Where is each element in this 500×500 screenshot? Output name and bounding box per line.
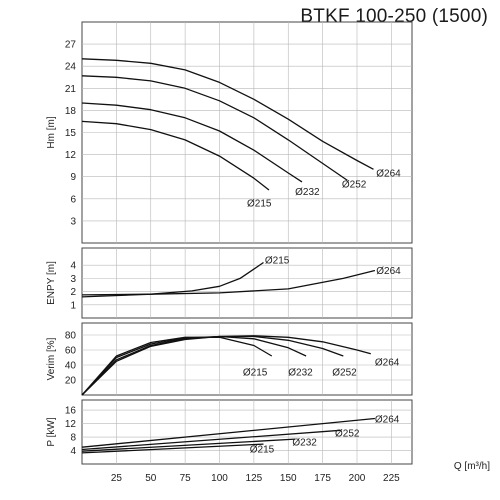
power-curve-d252	[81, 429, 341, 451]
efficiency-curve-d232	[81, 335, 307, 396]
head-y-tick-label: 12	[65, 150, 77, 161]
power-curve-d232	[81, 438, 296, 452]
head-y-tick-label: 3	[70, 216, 76, 227]
npsh-curve-d215	[81, 261, 264, 298]
npsh-curve-label-d264: Ø264	[376, 266, 401, 277]
x-tick-label: 25	[111, 473, 123, 484]
efficiency-curve-label-d232: Ø232	[288, 367, 313, 378]
x-axis-label: Q [m³/h]	[454, 461, 490, 472]
head-curve-d232	[81, 102, 303, 183]
head-y-tick-label: 15	[65, 128, 77, 139]
head-y-tick-label: 27	[65, 40, 77, 51]
efficiency-curve-label-d215: Ø215	[243, 367, 268, 378]
x-tick-label: 50	[145, 473, 157, 484]
x-tick-label: 200	[349, 473, 366, 484]
efficiency-curve-label-d252: Ø252	[332, 367, 357, 378]
x-tick-label: 150	[280, 473, 297, 484]
head-curve-d264	[81, 58, 374, 170]
efficiency-y-tick-label: 60	[65, 346, 77, 357]
head-curve-label-d252: Ø252	[342, 180, 367, 191]
efficiency-curve-label-d264: Ø264	[375, 358, 400, 369]
head-y-tick-label: 18	[65, 106, 77, 117]
power-curve-label-d232: Ø232	[292, 437, 317, 448]
efficiency-y-tick-label: 20	[65, 376, 77, 387]
head-curve-d252	[81, 75, 348, 181]
head-y-tick-label: 21	[65, 84, 77, 95]
x-tick-label: 100	[211, 473, 228, 484]
power-curve-label-d252: Ø252	[335, 429, 360, 440]
efficiency-y-axis-label: Verim [%]	[46, 337, 57, 380]
efficiency-curve-d264	[81, 335, 371, 396]
efficiency-curve-d215	[81, 336, 273, 396]
power-curve-d215	[81, 443, 264, 454]
power-curve-label-d264: Ø264	[375, 415, 400, 426]
head-y-axis-label: Hm [m]	[46, 116, 57, 148]
power-y-tick-label: 12	[65, 419, 77, 430]
efficiency-curve-d252	[81, 335, 344, 396]
npsh-y-tick-label: 2	[70, 287, 76, 298]
head-y-tick-label: 6	[70, 194, 76, 205]
power-curve-label-d215: Ø215	[250, 444, 275, 455]
power-y-tick-label: 8	[70, 433, 76, 444]
power-y-tick-label: 16	[65, 406, 77, 417]
efficiency-y-tick-label: 80	[65, 331, 77, 342]
head-y-tick-label: 9	[70, 172, 76, 183]
npsh-curve-label-d215: Ø215	[265, 255, 290, 266]
power-panel-frame	[81, 399, 413, 465]
x-tick-label: 125	[246, 473, 263, 484]
x-tick-label: 225	[383, 473, 400, 484]
efficiency-panel-frame	[81, 322, 413, 396]
npsh-y-tick-label: 3	[70, 274, 76, 285]
npsh-y-tick-label: 1	[70, 300, 76, 311]
npsh-panel-frame	[81, 247, 413, 319]
head-curve-d215	[81, 120, 270, 191]
head-y-tick-label: 24	[65, 62, 77, 73]
x-tick-label: 175	[314, 473, 331, 484]
npsh-y-tick-label: 4	[70, 261, 76, 272]
head-curve-label-d215: Ø215	[247, 199, 272, 210]
head-curve-label-d232: Ø232	[295, 187, 320, 198]
power-y-tick-label: 4	[70, 446, 76, 457]
power-y-axis-label: P [kW]	[46, 417, 57, 446]
head-curve-label-d264: Ø264	[376, 169, 401, 180]
power-curve-d264	[81, 417, 375, 448]
npsh-y-axis-label: ENPY [m]	[46, 261, 57, 305]
efficiency-y-tick-label: 40	[65, 361, 77, 372]
x-tick-label: 75	[180, 473, 192, 484]
